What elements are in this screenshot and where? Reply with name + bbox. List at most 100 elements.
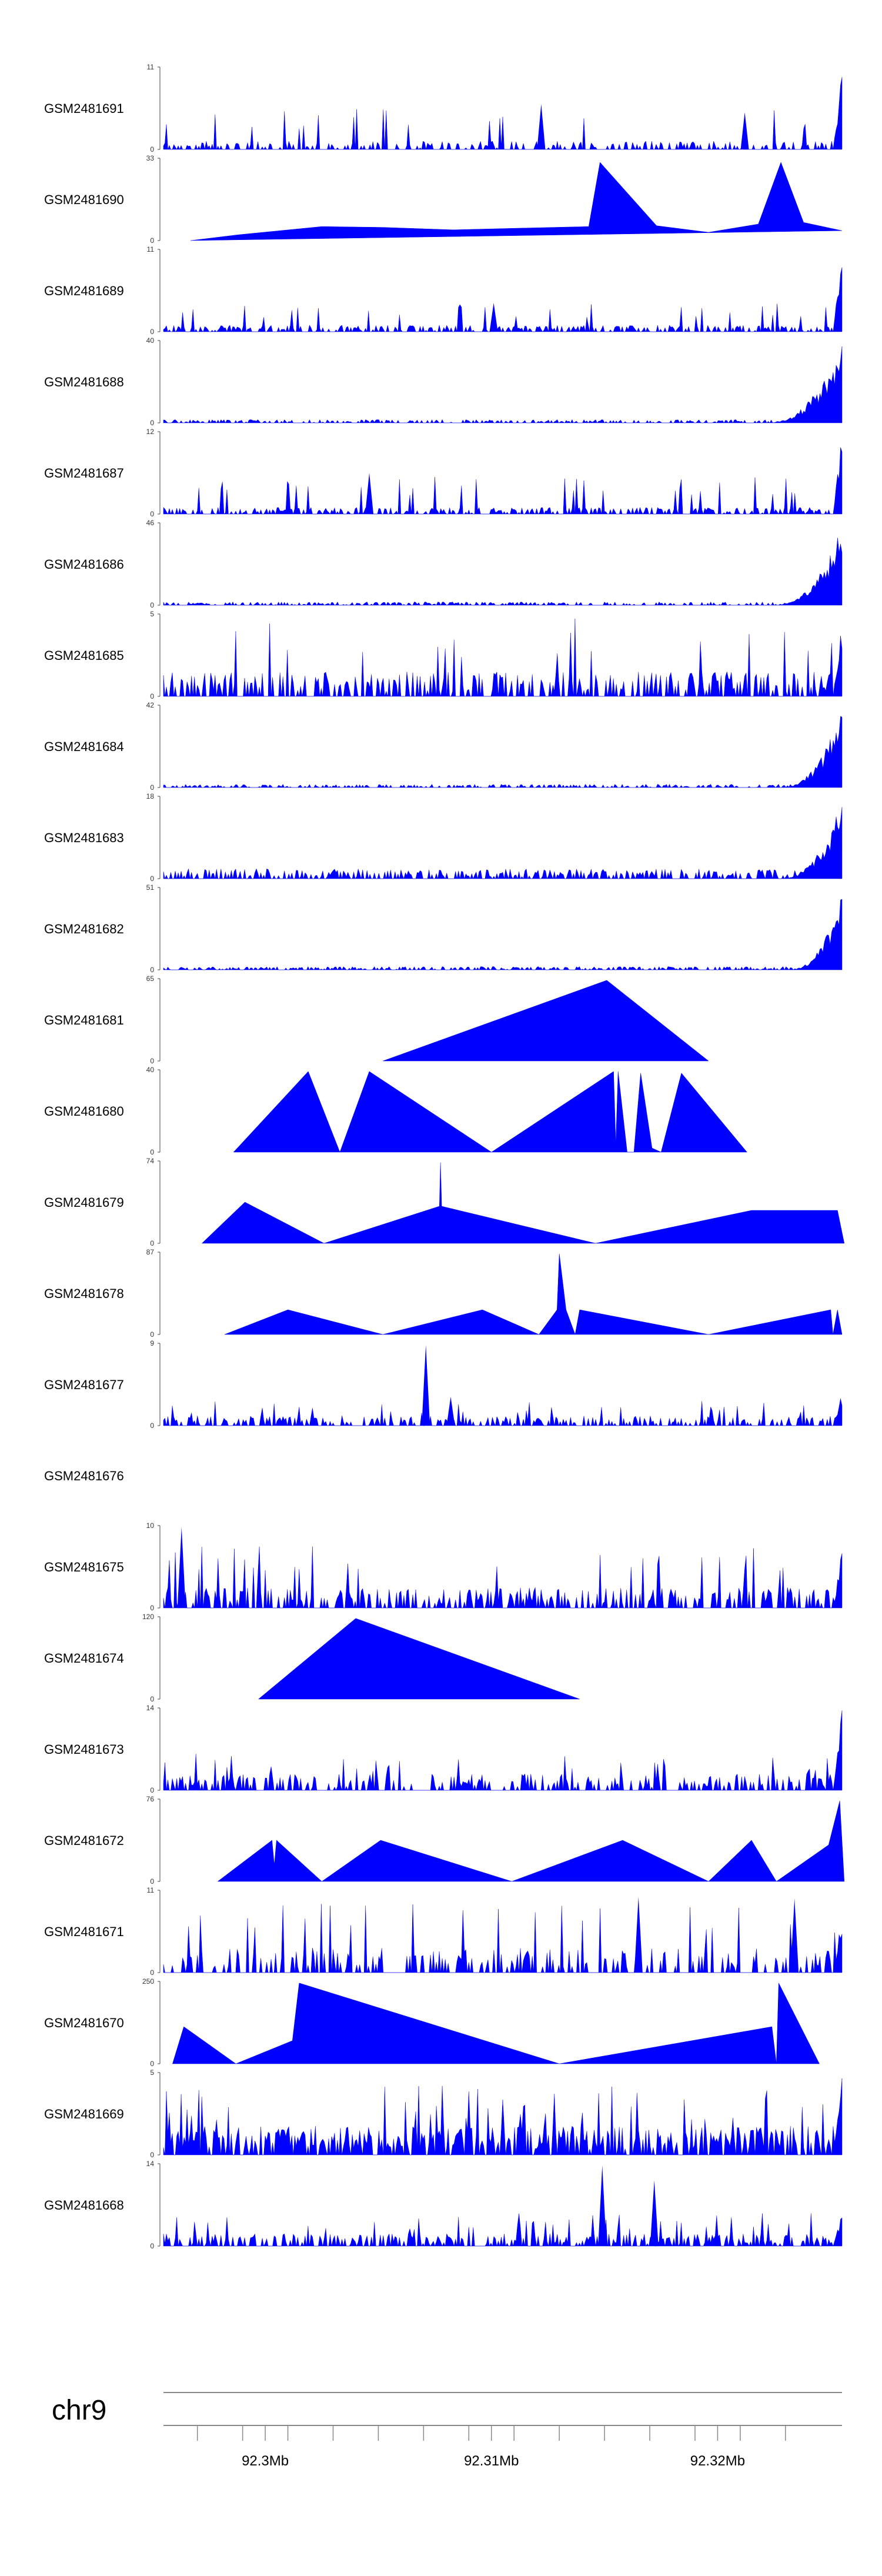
track-GSM2481688: GSM2481688 40 0 bbox=[44, 336, 843, 427]
signal-peak bbox=[446, 1397, 455, 1426]
y-max-label: 40 bbox=[146, 1066, 155, 1074]
track-label: GSM2481674 bbox=[44, 1651, 124, 1666]
signal-area bbox=[191, 162, 843, 241]
genome-axis: chr9 92.3Mb 92.31Mb 92.32Mb bbox=[52, 2392, 842, 2469]
y-max-label: 10 bbox=[146, 1521, 155, 1530]
signal-peak bbox=[650, 2180, 659, 2246]
y-max-label: 250 bbox=[142, 1977, 154, 1986]
track-GSM2481675: GSM2481675 10 0 bbox=[44, 1521, 843, 1612]
signal-area bbox=[163, 716, 843, 788]
track-GSM2481671: GSM2481671 11 0 bbox=[44, 1886, 843, 1977]
y-min-label: 0 bbox=[150, 1695, 154, 1703]
signal-peak bbox=[537, 104, 546, 149]
y-min-label: 0 bbox=[150, 966, 154, 974]
y-min-label: 0 bbox=[150, 875, 154, 883]
y-max-label: 87 bbox=[146, 1248, 155, 1256]
axis-tick-label: 92.3Mb bbox=[242, 2453, 289, 2469]
y-min-label: 0 bbox=[150, 1057, 154, 1065]
axis-tick-label: 92.32Mb bbox=[690, 2453, 745, 2469]
y-max-label: 76 bbox=[146, 1795, 155, 1803]
signal-area bbox=[383, 980, 709, 1062]
track-label: GSM2481671 bbox=[44, 1924, 124, 1939]
track-GSM2481669: GSM2481669 5 0 bbox=[44, 2068, 843, 2159]
track-label: GSM2481685 bbox=[44, 648, 124, 663]
y-min-label: 0 bbox=[150, 1330, 154, 1339]
track-label: GSM2481690 bbox=[44, 192, 124, 207]
y-min-label: 0 bbox=[150, 601, 154, 609]
track-GSM2481678: GSM2481678 87 0 bbox=[44, 1248, 843, 1339]
y-min-label: 0 bbox=[150, 236, 154, 245]
signal-peak bbox=[634, 1897, 643, 1973]
signal-area bbox=[163, 77, 843, 150]
signal-area bbox=[163, 538, 843, 606]
track-label: GSM2481678 bbox=[44, 1286, 124, 1301]
track-label: GSM2481684 bbox=[44, 739, 124, 754]
signal-area bbox=[163, 1710, 843, 1791]
y-max-label: 40 bbox=[146, 336, 155, 345]
track-GSM2481677: GSM2481677 9 0 bbox=[44, 1339, 843, 1430]
signal-peak bbox=[489, 303, 498, 332]
track-GSM2481689: GSM2481689 11 0 bbox=[44, 245, 843, 336]
signal-peak bbox=[740, 112, 749, 149]
signal-area bbox=[201, 1162, 845, 1244]
track-label: GSM2481683 bbox=[44, 830, 124, 845]
signal-area bbox=[163, 2078, 843, 2155]
track-GSM2481676: GSM2481676 bbox=[44, 1469, 124, 1483]
signal-area bbox=[163, 346, 843, 423]
track-label: GSM2481672 bbox=[44, 1833, 124, 1848]
track-GSM2481672: GSM2481672 76 0 bbox=[44, 1795, 845, 1886]
y-min-label: 0 bbox=[150, 692, 154, 700]
track-GSM2481670: GSM2481670 250 0 bbox=[44, 1977, 820, 2068]
track-GSM2481685: GSM2481685 5 0 bbox=[44, 610, 843, 700]
y-max-label: 11 bbox=[147, 1886, 155, 1894]
track-GSM2481682: GSM2481682 51 0 bbox=[44, 883, 843, 974]
track-label: GSM2481679 bbox=[44, 1195, 124, 1210]
track-GSM2481691: GSM2481691 11 0 bbox=[44, 63, 843, 154]
signal-area bbox=[163, 1904, 843, 1973]
y-min-label: 0 bbox=[150, 1604, 154, 1612]
y-min-label: 0 bbox=[150, 2242, 154, 2250]
y-max-label: 42 bbox=[146, 701, 155, 709]
chromosome-label: chr9 bbox=[52, 2395, 106, 2426]
y-min-label: 0 bbox=[150, 1786, 154, 1794]
y-min-label: 0 bbox=[150, 783, 154, 792]
track-label: GSM2481687 bbox=[44, 466, 124, 481]
track-label: GSM2481676 bbox=[44, 1469, 124, 1483]
track-GSM2481690: GSM2481690 33 0 bbox=[44, 154, 843, 245]
y-max-label: 18 bbox=[146, 792, 155, 800]
track-label: GSM2481686 bbox=[44, 557, 124, 572]
track-GSM2481684: GSM2481684 42 0 bbox=[44, 701, 843, 792]
y-min-label: 0 bbox=[150, 1877, 154, 1886]
y-min-label: 0 bbox=[150, 1148, 154, 1156]
signal-peak bbox=[790, 1898, 799, 1973]
y-max-label: 12 bbox=[146, 428, 155, 436]
track-label: GSM2481670 bbox=[44, 2016, 124, 2030]
y-max-label: 46 bbox=[146, 519, 155, 527]
signal-area bbox=[224, 1253, 843, 1335]
y-min-label: 0 bbox=[150, 1968, 154, 1977]
track-label: GSM2481675 bbox=[44, 1560, 124, 1574]
y-min-label: 0 bbox=[150, 1422, 154, 1430]
track-label: GSM2481677 bbox=[44, 1377, 124, 1392]
signal-area bbox=[163, 447, 843, 515]
track-label: GSM2481681 bbox=[44, 1013, 124, 1027]
signal-area bbox=[163, 807, 843, 879]
track-label: GSM2481682 bbox=[44, 922, 124, 936]
y-max-label: 120 bbox=[142, 1613, 154, 1621]
y-min-label: 0 bbox=[150, 145, 154, 154]
y-max-label: 5 bbox=[150, 2068, 154, 2077]
signal-area bbox=[163, 267, 843, 332]
y-min-label: 0 bbox=[150, 419, 154, 427]
signal-peak bbox=[422, 1344, 430, 1426]
y-max-label: 9 bbox=[150, 1339, 154, 1347]
track-label: GSM2481673 bbox=[44, 1742, 124, 1757]
signal-area bbox=[163, 1399, 843, 1426]
y-max-label: 74 bbox=[146, 1157, 155, 1165]
y-min-label: 0 bbox=[150, 2060, 154, 2068]
y-max-label: 11 bbox=[147, 245, 155, 253]
axis-tick-label: 92.31Mb bbox=[464, 2453, 519, 2469]
track-GSM2481686: GSM2481686 46 0 bbox=[44, 519, 843, 609]
signal-area bbox=[163, 899, 843, 970]
track-GSM2481683: GSM2481683 18 0 bbox=[44, 792, 843, 883]
